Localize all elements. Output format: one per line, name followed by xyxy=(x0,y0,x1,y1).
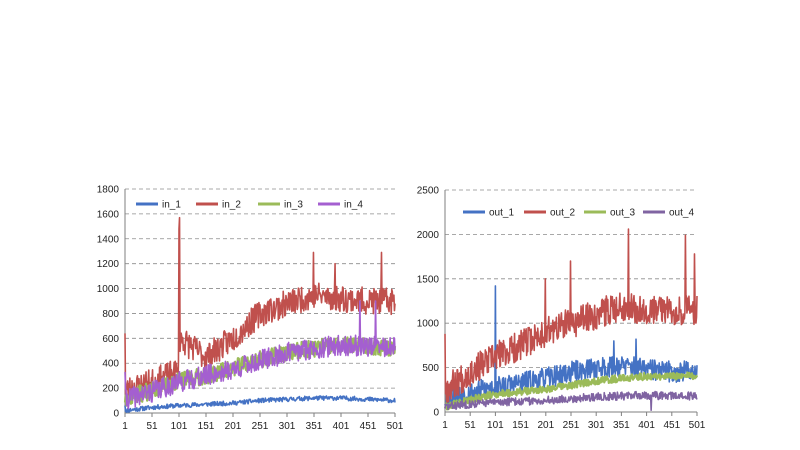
y-tick-label: 1600 xyxy=(97,209,120,220)
legend-label-in_1: in_1 xyxy=(162,200,181,211)
series-line-in_2 xyxy=(124,216,396,401)
legend-label-in_2: in_2 xyxy=(222,200,241,211)
y-tick-label: 2000 xyxy=(417,230,440,241)
x-tick-label: 401 xyxy=(333,421,350,432)
x-tick-label: 301 xyxy=(279,421,296,432)
y-tick-label: 600 xyxy=(102,334,119,345)
y-tick-label: 1400 xyxy=(97,234,120,245)
x-tick-label: 451 xyxy=(360,421,377,432)
legend-label-out_4: out_4 xyxy=(669,208,694,219)
y-tick-label: 1000 xyxy=(97,284,120,295)
series-line-out_4 xyxy=(444,390,698,412)
y-tick-label: 800 xyxy=(102,309,119,320)
x-tick-label: 451 xyxy=(663,420,680,431)
x-tick-label: 101 xyxy=(487,420,504,431)
x-tick-label: 201 xyxy=(225,421,242,432)
x-tick-label: 501 xyxy=(689,420,706,431)
y-tick-label: 2500 xyxy=(417,186,440,197)
y-tick-label: 1000 xyxy=(417,319,440,330)
series-line-in_4 xyxy=(124,300,396,410)
legend-label-out_1: out_1 xyxy=(489,208,514,219)
x-tick-label: 1 xyxy=(442,420,448,431)
x-tick-label: 151 xyxy=(198,421,215,432)
series-line-out_3 xyxy=(443,371,699,411)
x-tick-label: 151 xyxy=(512,420,529,431)
y-tick-label: 0 xyxy=(113,409,119,420)
legend-label-out_2: out_2 xyxy=(550,208,575,219)
x-tick-label: 101 xyxy=(171,421,188,432)
x-tick-label: 501 xyxy=(387,421,404,432)
y-tick-label: 500 xyxy=(422,363,439,374)
y-tick-label: 1200 xyxy=(97,259,120,270)
x-tick-label: 251 xyxy=(563,420,580,431)
series-line-in_1 xyxy=(124,395,396,414)
x-tick-label: 401 xyxy=(638,420,655,431)
legend-label-in_4: in_4 xyxy=(344,200,363,211)
x-tick-label: 51 xyxy=(465,420,477,431)
x-tick-label: 1 xyxy=(122,421,128,432)
x-tick-label: 301 xyxy=(588,420,605,431)
legend-label-in_3: in_3 xyxy=(284,200,303,211)
series-line-out_2 xyxy=(444,228,698,404)
x-tick-label: 251 xyxy=(252,421,269,432)
x-tick-label: 201 xyxy=(537,420,554,431)
y-tick-label: 0 xyxy=(433,408,439,419)
x-tick-label: 51 xyxy=(146,421,158,432)
y-tick-label: 200 xyxy=(102,384,119,395)
y-tick-label: 1500 xyxy=(417,274,440,285)
legend-label-out_3: out_3 xyxy=(610,208,635,219)
series-line-out_1 xyxy=(444,285,698,409)
y-tick-label: 400 xyxy=(102,359,119,370)
x-tick-label: 351 xyxy=(306,421,323,432)
y-tick-label: 1800 xyxy=(97,185,120,196)
x-tick-label: 351 xyxy=(613,420,630,431)
